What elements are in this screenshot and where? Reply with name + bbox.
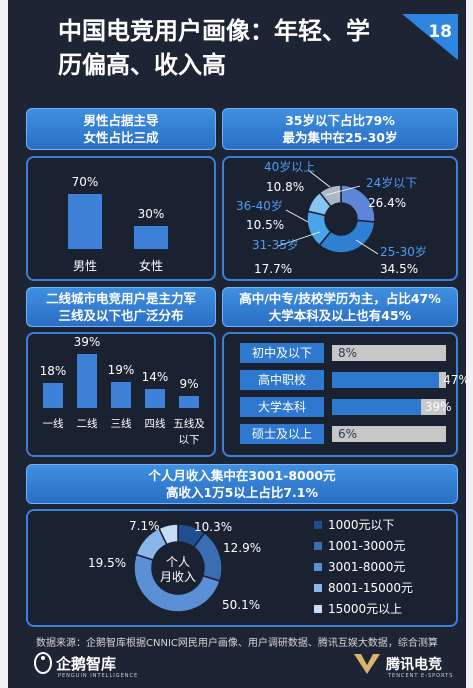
income-legend-swatch	[314, 542, 322, 550]
edu-header-line2: 大学本科及以上也有45%	[268, 308, 412, 323]
edu-value-label: 6%	[338, 427, 358, 441]
income-header-line2: 高收入1万5以上占比7.1%	[165, 485, 319, 500]
income-center-label: 个人	[165, 555, 190, 569]
tencent-esports-logo-icon	[354, 654, 380, 674]
income-value-label: 50.1%	[222, 598, 261, 612]
penguin-logo-icon	[34, 652, 52, 674]
edu-category-label: 初中及以下	[240, 343, 324, 363]
age-category-label: 25-30岁	[380, 245, 427, 259]
edu-bar-track: 8%	[332, 345, 446, 361]
income-value-label: 12.9%	[223, 541, 262, 555]
gender-panel	[26, 156, 216, 281]
page-title: 中国电竞用户画像：年轻、学历偏高、收入高	[58, 17, 370, 79]
edu-category-label: 高中职校	[240, 370, 324, 390]
city-value-label: 14%	[141, 369, 169, 384]
city-header: 二线城市电竞用户是主力军 三线及以下也广泛分布	[26, 287, 216, 327]
age-header-line1: 35岁以下占比79%	[285, 113, 395, 128]
city-bar	[179, 395, 199, 408]
city-category-label: 五线及	[173, 418, 205, 430]
city-header-line2: 三线及以下也广泛分布	[58, 308, 184, 323]
city-category-label: 三线	[110, 418, 132, 430]
gender-header-line1: 男性占据主导	[83, 113, 159, 128]
income-value-label: 19.5%	[88, 556, 127, 570]
income-legend-label: 1000元以下	[328, 518, 395, 532]
edu-bar	[332, 372, 440, 388]
gender-category-label: 男性	[72, 259, 97, 273]
gender-bar	[134, 225, 168, 249]
edu-category-label: 硕士及以上	[240, 424, 324, 444]
corner-triangle-icon	[402, 14, 458, 60]
income-legend-swatch	[314, 605, 322, 613]
edu-header: 高中/中专/技校学历为主，占比47% 大学本科及以上也有45%	[222, 287, 458, 327]
edu-bar	[332, 399, 421, 415]
income-legend-swatch	[314, 563, 322, 571]
city-bar	[145, 388, 165, 408]
city-value-label: 18%	[39, 364, 67, 379]
income-value-label: 7.1%	[129, 519, 160, 533]
tencent-logo-text: 腾讯电竞	[386, 657, 442, 673]
age-value-label: 10.5%	[246, 218, 285, 232]
age-category-label: 36-40岁	[236, 199, 283, 213]
income-legend-label: 15000元以上	[328, 602, 403, 616]
income-legend-label: 1001-3000元	[328, 539, 406, 553]
gender-value-label: 70%	[71, 175, 99, 190]
income-center-label: 月收入	[159, 570, 196, 584]
penguin-logo-text: 企鹅智库	[56, 655, 117, 673]
edu-value-label: 8%	[338, 346, 358, 360]
income-header-line1: 个人月收入集中在3001-8000元	[148, 468, 336, 483]
city-value-label: 9%	[179, 376, 199, 391]
city-category-label: 以下	[178, 434, 200, 446]
city-value-label: 39%	[73, 335, 101, 350]
age-value-label: 10.8%	[266, 180, 305, 194]
income-legend-label: 8001-15000元	[328, 581, 414, 595]
infographic-page: { "title": "中国电竞用户画像：年轻、学历偏高、收入高", "page…	[8, 0, 466, 688]
age-panel	[222, 156, 458, 281]
edu-value-label: 47%	[443, 373, 466, 387]
age-category-label: 24岁以下	[366, 176, 418, 190]
income-legend-swatch	[314, 521, 322, 529]
gender-header-line2: 女性占比三成	[83, 130, 159, 145]
penguin-logo-subtext: PENGUIN INTELLIGENCE	[58, 673, 139, 679]
age-value-label: 26.4%	[368, 196, 407, 210]
edu-bar-track: 6%	[332, 426, 446, 442]
city-bar	[77, 354, 97, 408]
age-category-label: 40岁以上	[264, 160, 316, 174]
city-bar	[111, 381, 131, 408]
income-panel	[26, 509, 458, 627]
city-bar	[43, 383, 63, 408]
gender-category-label: 女性	[138, 259, 163, 273]
source-note: 数据来源：企鹅智库根据CNNIC网民用户画像、用户调研数据、腾讯互娱大数据，综合…	[36, 638, 438, 649]
edu-category-label: 大学本科	[240, 397, 324, 417]
tencent-logo-subtext: TENCENT E-SPORTS	[388, 673, 454, 679]
city-category-label: 一线	[42, 418, 64, 430]
age-category-label: 31-35岁	[252, 238, 299, 252]
gender-header: 男性占据主导 女性占比三成	[26, 108, 216, 150]
income-header: 个人月收入集中在3001-8000元 高收入1万5以上占比7.1%	[26, 464, 458, 504]
city-value-label: 19%	[107, 362, 135, 377]
age-value-label: 17.7%	[254, 262, 293, 276]
edu-bar-track: 47%	[332, 372, 466, 388]
income-value-label: 10.3%	[194, 520, 233, 534]
city-category-label: 四线	[144, 418, 166, 430]
age-header: 35岁以下占比79% 最为集中在25-30岁	[222, 108, 458, 150]
page-number: 18	[428, 22, 452, 42]
age-header-line2: 最为集中在25-30岁	[282, 130, 398, 145]
income-legend-swatch	[314, 584, 322, 592]
edu-bar-track: 39%	[332, 399, 452, 415]
age-value-label: 34.5%	[380, 262, 419, 276]
edu-header-line1: 高中/中专/技校学历为主，占比47%	[239, 291, 441, 306]
gender-value-label: 30%	[137, 206, 165, 221]
gender-bar	[68, 194, 102, 249]
city-category-label: 二线	[76, 418, 98, 430]
income-legend-label: 3001-8000元	[328, 560, 406, 574]
edu-value-label: 39%	[424, 400, 452, 414]
city-header-line1: 二线城市电竞用户是主力军	[45, 291, 196, 306]
